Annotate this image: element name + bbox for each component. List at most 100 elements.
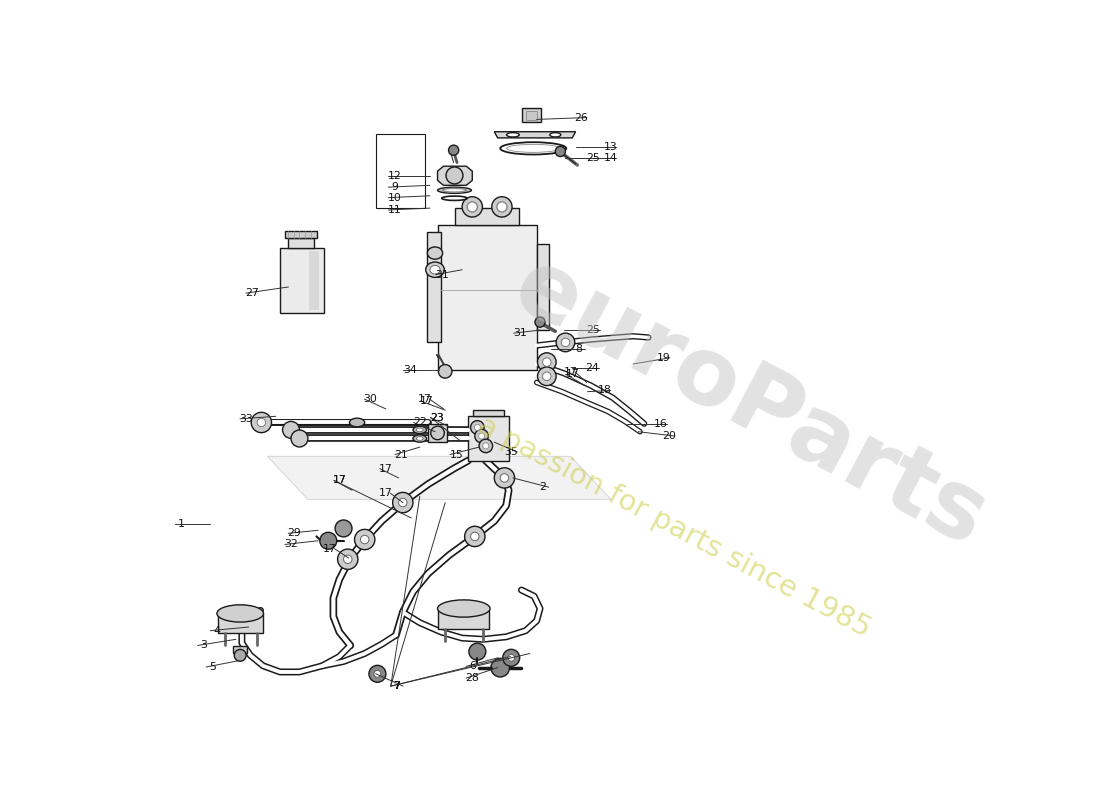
- Text: 10: 10: [387, 193, 402, 202]
- Ellipse shape: [417, 428, 424, 432]
- Text: 13: 13: [604, 142, 617, 151]
- Circle shape: [354, 530, 375, 550]
- Text: 19: 19: [657, 353, 671, 363]
- Bar: [473, 410, 504, 416]
- Circle shape: [478, 433, 485, 439]
- Text: 11: 11: [387, 205, 402, 215]
- Polygon shape: [427, 231, 441, 342]
- Circle shape: [508, 654, 515, 661]
- Text: 18: 18: [597, 386, 612, 395]
- Circle shape: [556, 146, 565, 157]
- Text: 7: 7: [394, 681, 400, 691]
- Circle shape: [471, 532, 480, 541]
- Circle shape: [462, 197, 483, 217]
- Text: 31: 31: [434, 270, 449, 280]
- Text: 28: 28: [465, 673, 480, 683]
- Circle shape: [503, 650, 519, 666]
- Text: 17: 17: [333, 475, 346, 486]
- Text: 17: 17: [565, 370, 579, 379]
- Polygon shape: [494, 132, 575, 138]
- Ellipse shape: [507, 133, 519, 137]
- Text: 21: 21: [394, 450, 408, 459]
- Circle shape: [538, 367, 557, 386]
- Circle shape: [497, 202, 507, 212]
- Text: 6: 6: [469, 662, 475, 671]
- Text: 17: 17: [379, 464, 393, 474]
- Circle shape: [320, 532, 337, 550]
- Bar: [468, 416, 508, 461]
- Circle shape: [557, 333, 575, 352]
- Circle shape: [343, 555, 352, 563]
- Text: 2: 2: [539, 482, 546, 492]
- Circle shape: [561, 338, 570, 346]
- Circle shape: [251, 412, 272, 433]
- Circle shape: [292, 430, 308, 447]
- Circle shape: [446, 167, 463, 184]
- Text: 24: 24: [585, 363, 600, 374]
- Circle shape: [338, 549, 358, 570]
- Text: 25: 25: [586, 153, 601, 162]
- Circle shape: [475, 430, 488, 443]
- Circle shape: [542, 372, 551, 381]
- Bar: [233, 646, 248, 654]
- Circle shape: [393, 492, 412, 513]
- Text: 14: 14: [604, 153, 617, 162]
- Bar: [288, 238, 313, 248]
- Ellipse shape: [430, 266, 440, 274]
- Circle shape: [336, 520, 352, 537]
- Circle shape: [494, 468, 515, 488]
- Bar: [455, 208, 519, 226]
- Text: 17: 17: [420, 396, 433, 406]
- Bar: [285, 231, 317, 238]
- Bar: [280, 248, 324, 313]
- Text: 27: 27: [245, 288, 258, 298]
- Text: a passion for parts since 1985: a passion for parts since 1985: [473, 411, 874, 643]
- Circle shape: [234, 650, 246, 662]
- Ellipse shape: [412, 434, 427, 442]
- Text: 26: 26: [574, 113, 587, 122]
- Bar: [376, 134, 425, 208]
- Circle shape: [535, 317, 546, 327]
- Circle shape: [361, 535, 368, 544]
- Text: 25: 25: [586, 325, 601, 335]
- Circle shape: [500, 474, 508, 482]
- Ellipse shape: [438, 187, 472, 194]
- Polygon shape: [537, 244, 549, 330]
- Text: 9: 9: [390, 182, 398, 192]
- Ellipse shape: [426, 262, 444, 278]
- Circle shape: [368, 666, 386, 682]
- Text: 17: 17: [379, 488, 393, 498]
- Polygon shape: [438, 166, 472, 186]
- Text: 5: 5: [209, 662, 216, 672]
- Circle shape: [542, 358, 551, 366]
- Ellipse shape: [217, 605, 264, 622]
- Circle shape: [431, 426, 444, 440]
- Circle shape: [257, 418, 265, 426]
- Polygon shape: [439, 226, 537, 370]
- Text: 34: 34: [403, 365, 417, 375]
- Text: 35: 35: [505, 447, 518, 457]
- Text: 17: 17: [333, 475, 346, 486]
- Text: 1: 1: [177, 519, 185, 529]
- Bar: [526, 111, 537, 120]
- Text: 17: 17: [323, 544, 337, 554]
- Circle shape: [471, 421, 484, 434]
- Ellipse shape: [412, 426, 427, 434]
- Text: 7: 7: [394, 681, 400, 691]
- Text: 31: 31: [513, 328, 527, 338]
- Text: 7: 7: [394, 681, 400, 691]
- Ellipse shape: [550, 133, 561, 137]
- Circle shape: [398, 498, 407, 506]
- Polygon shape: [267, 456, 612, 499]
- Circle shape: [283, 422, 299, 438]
- Text: 33: 33: [240, 414, 253, 424]
- Text: 23: 23: [430, 413, 443, 422]
- Text: 3: 3: [200, 641, 207, 650]
- Circle shape: [449, 145, 459, 155]
- Circle shape: [491, 658, 509, 677]
- Ellipse shape: [428, 247, 442, 259]
- Ellipse shape: [438, 600, 491, 617]
- Text: 23: 23: [430, 413, 443, 422]
- Polygon shape: [439, 609, 490, 629]
- Text: 8: 8: [575, 343, 582, 354]
